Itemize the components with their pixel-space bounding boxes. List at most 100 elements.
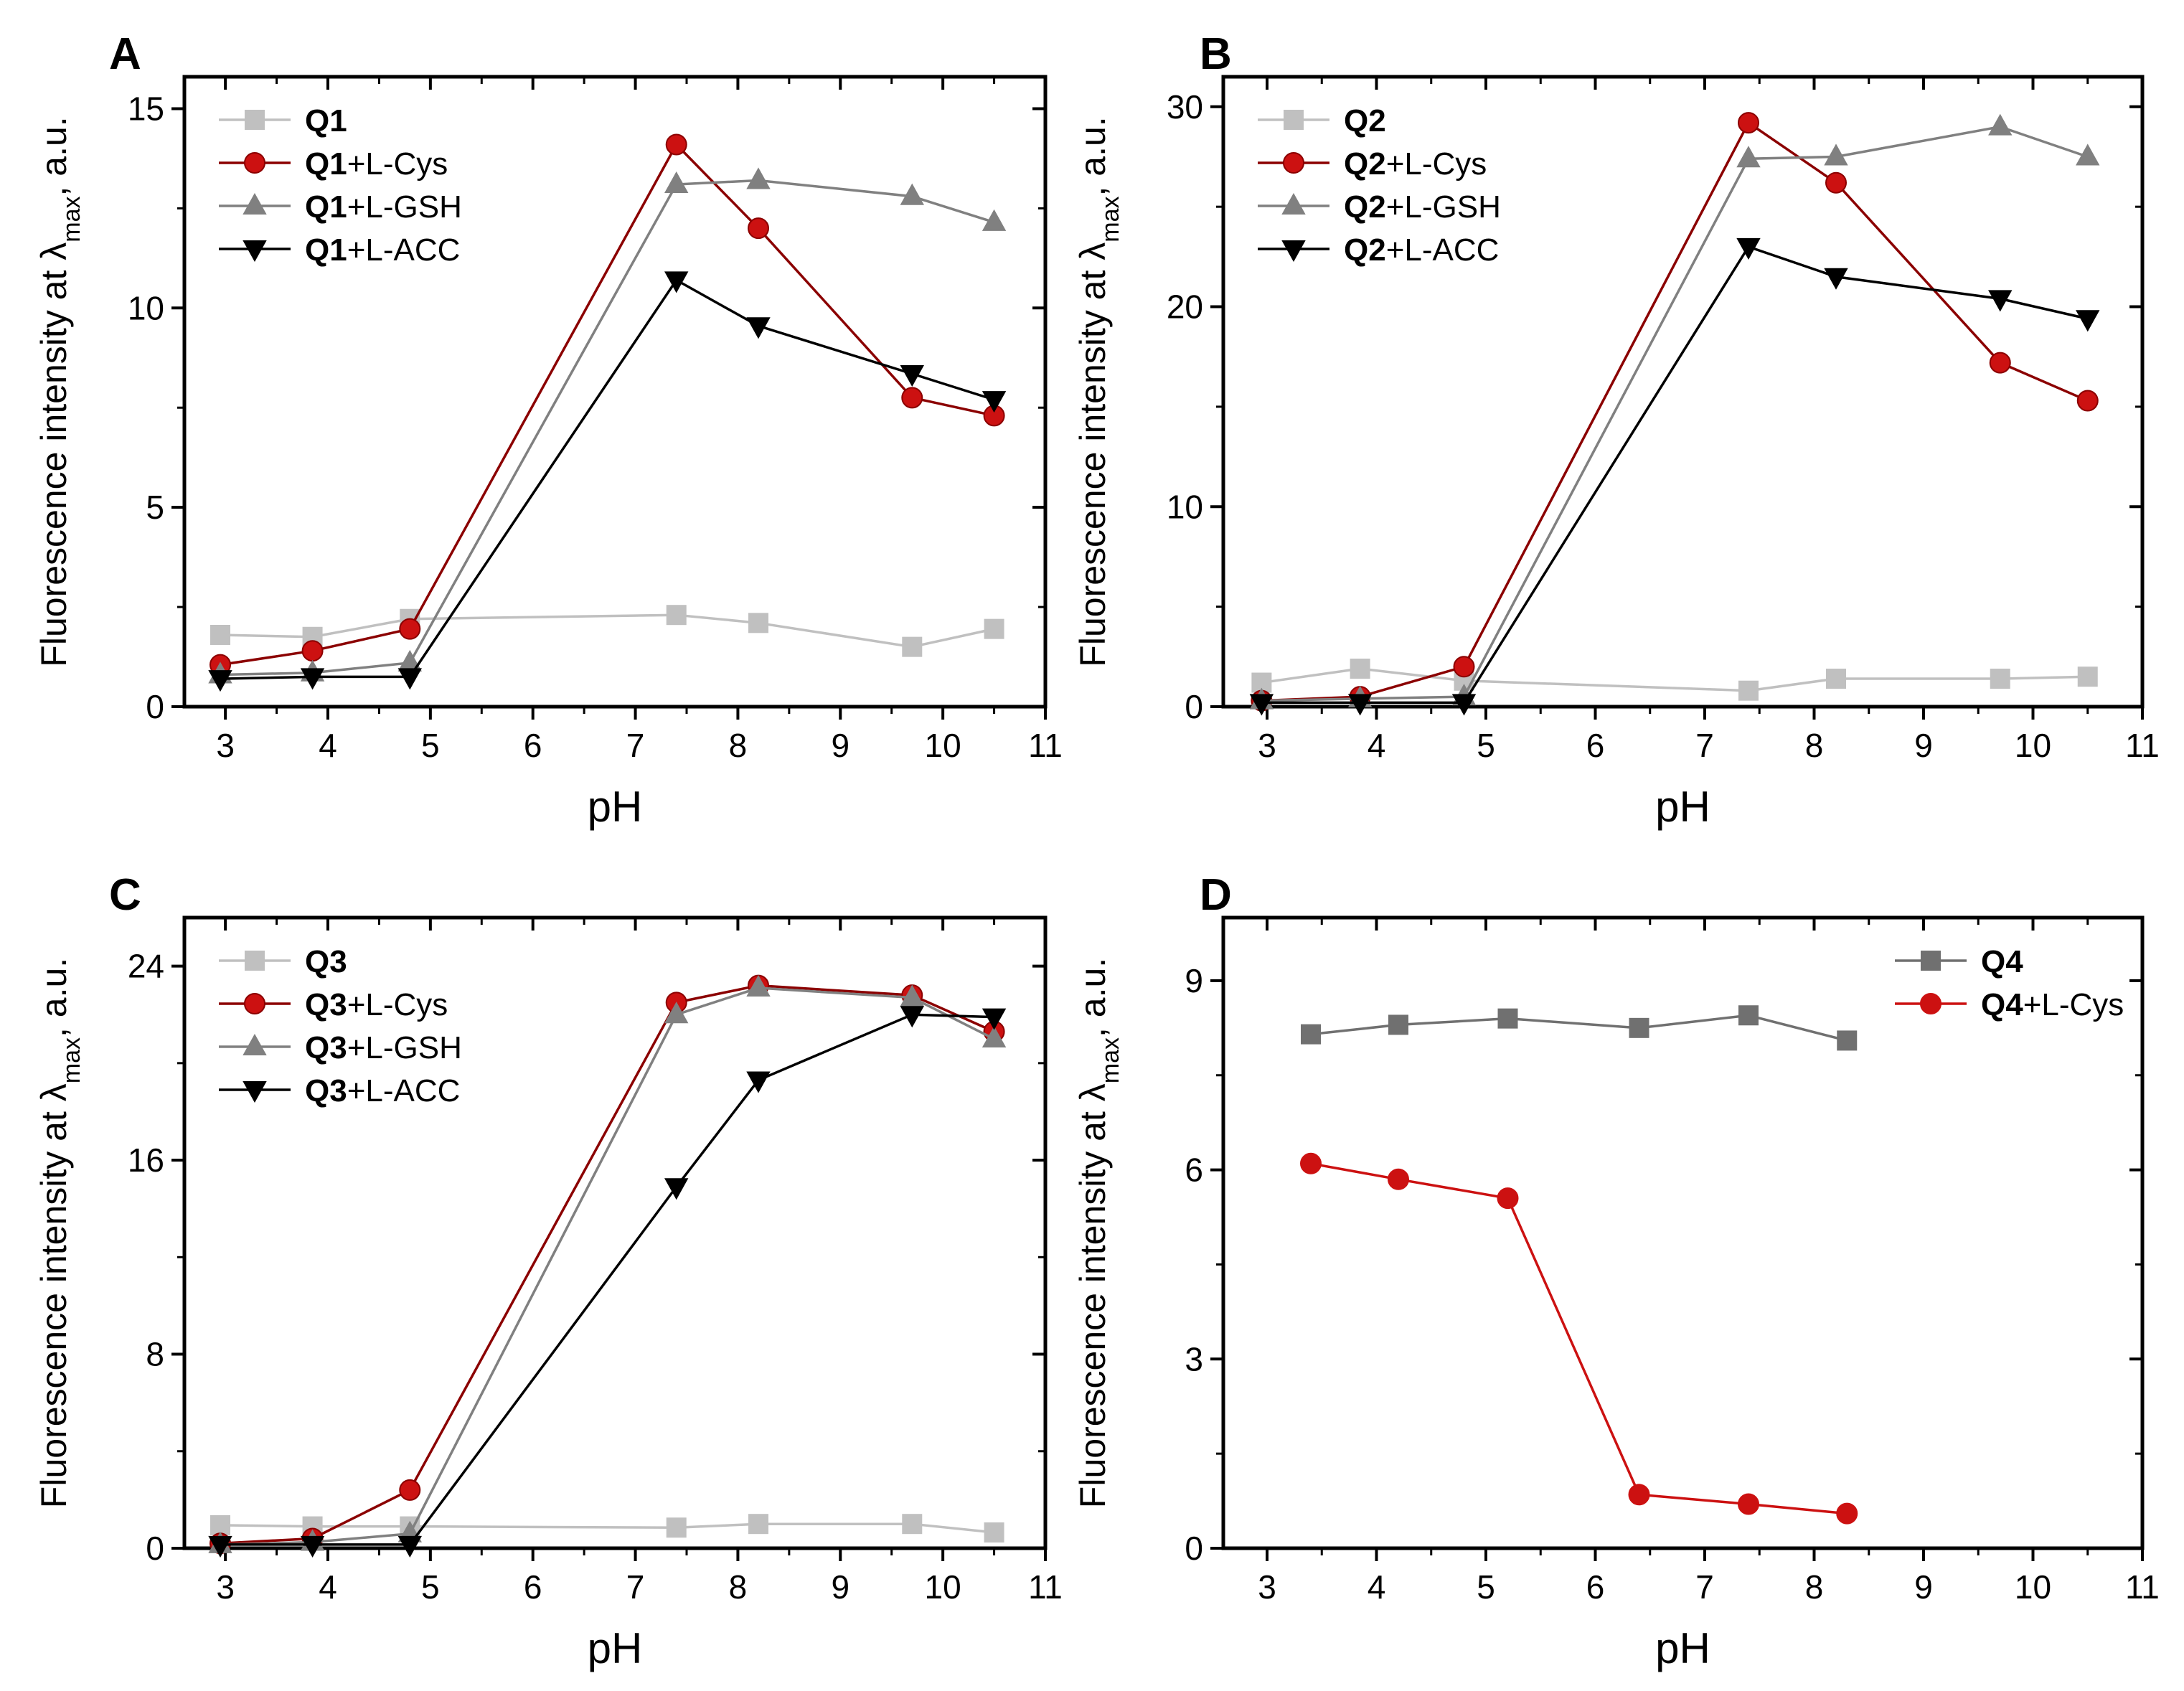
y-axis-title-suffix: , a.u. bbox=[1073, 958, 1113, 1037]
legend-label: Q4 bbox=[1981, 944, 2023, 979]
legend-item: Q2+L-Cys bbox=[1258, 146, 1487, 182]
panel-b: B 3 4 5 6 7 8 9 10 11 0 10 20 30 pH Fluorescence intens… bbox=[1073, 29, 2160, 831]
data-point bbox=[982, 1008, 1007, 1030]
data-point bbox=[1736, 237, 1761, 260]
legend-label-bold: Q4 bbox=[1981, 944, 2023, 979]
legend-marker bbox=[243, 192, 267, 215]
legend-label: Q2 bbox=[1344, 103, 1386, 138]
legend-label-rest: +L-Cys bbox=[2023, 987, 2124, 1022]
legend-label-bold: Q2 bbox=[1344, 146, 1386, 182]
y-tick-label: 0 bbox=[1185, 1530, 1203, 1567]
y-axis-title: Fluorescence intensity at λmax, a.u. bbox=[1073, 116, 1124, 666]
x-axis-title: pH bbox=[1655, 783, 1710, 831]
y-tick-label: 8 bbox=[146, 1336, 164, 1373]
data-point bbox=[1451, 694, 1477, 716]
x-tick-label: 3 bbox=[216, 727, 235, 764]
y-tick-label: 3 bbox=[1185, 1340, 1203, 1377]
data-point bbox=[1738, 112, 1759, 134]
x-tick-label: 11 bbox=[1028, 727, 1063, 764]
series-line bbox=[220, 984, 995, 1545]
x-tick-label: 8 bbox=[1805, 727, 1824, 764]
x-axis-title: pH bbox=[1655, 1624, 1710, 1672]
data-point bbox=[746, 167, 771, 189]
legend-marker bbox=[1920, 993, 1941, 1014]
y-axis-title-main: Fluorescence intensity at λ bbox=[34, 242, 74, 667]
data-point bbox=[902, 636, 923, 657]
legend-label: Q3+L-Cys bbox=[305, 987, 448, 1022]
legend-marker bbox=[244, 993, 265, 1014]
x-tick-label: 10 bbox=[925, 1568, 961, 1606]
y-axis-title-suffix: , a.u. bbox=[34, 116, 74, 196]
data-point bbox=[1825, 171, 1847, 194]
data-point bbox=[1300, 1152, 1322, 1174]
legend-label-bold: Q1 bbox=[305, 146, 347, 182]
data-point bbox=[300, 668, 325, 690]
legend-item: Q1+L-ACC bbox=[219, 232, 460, 268]
legend-item: Q3+L-Cys bbox=[219, 987, 448, 1022]
y-tick-label: 10 bbox=[128, 289, 164, 326]
legend-marker bbox=[243, 1081, 267, 1103]
data-point bbox=[748, 1514, 768, 1535]
legend-item: Q1+L-Cys bbox=[219, 146, 448, 182]
legend-label-bold: Q1 bbox=[305, 103, 347, 138]
x-tick-label: 11 bbox=[2125, 727, 2160, 764]
series-line bbox=[220, 986, 995, 1546]
legend: Q4 Q4+L-Cys bbox=[1895, 944, 2124, 1022]
panel-c: C 3 4 5 6 7 8 9 10 11 0 8 16 24 pH Fluorescence intensi… bbox=[34, 870, 1063, 1672]
legend-label-bold: Q3 bbox=[305, 1073, 347, 1108]
series-line bbox=[1261, 245, 2089, 705]
data-point bbox=[901, 387, 923, 409]
data-point bbox=[984, 618, 1004, 639]
legend-item: Q1+L-GSH bbox=[219, 189, 462, 225]
y-axis-title-main: Fluorescence intensity at λ bbox=[1073, 1083, 1113, 1508]
series-q2 bbox=[1251, 659, 2098, 701]
plot-frame bbox=[182, 915, 1048, 1550]
x-tick-label: 7 bbox=[626, 1568, 645, 1606]
data-point bbox=[664, 171, 689, 194]
data-point bbox=[2076, 310, 2100, 332]
series-q3-l-acc bbox=[208, 1006, 1007, 1558]
data-point bbox=[1988, 290, 2013, 312]
data-point bbox=[1990, 668, 2010, 689]
y-axis-title-suffix: , a.u. bbox=[1073, 116, 1113, 196]
y-axis-title: Fluorescence intensity at λmax, a.u. bbox=[34, 958, 85, 1508]
x-tick-label: 4 bbox=[1368, 727, 1386, 764]
legend-item: Q2 bbox=[1258, 103, 1386, 138]
data-point bbox=[1301, 1024, 1321, 1045]
x-tick-label: 8 bbox=[729, 727, 748, 764]
data-point bbox=[746, 974, 771, 997]
legend-marker bbox=[243, 1033, 267, 1055]
data-point bbox=[397, 668, 422, 690]
legend-label: Q3+L-ACC bbox=[305, 1073, 460, 1108]
data-point bbox=[1388, 1168, 1409, 1190]
data-point bbox=[665, 133, 687, 156]
legend-item: Q1 bbox=[219, 103, 347, 138]
x-tick-label: 8 bbox=[1805, 1568, 1824, 1606]
data-point bbox=[208, 1535, 232, 1558]
x-tick-label: 7 bbox=[1695, 1568, 1714, 1606]
data-point bbox=[1836, 1502, 1858, 1525]
y-axis-title-sub: max bbox=[58, 1037, 85, 1083]
y-tick-label: 10 bbox=[1167, 488, 1203, 525]
x-tick-label: 7 bbox=[1695, 727, 1714, 764]
panel-a: A 3 4 5 6 7 8 9 10 11 0 5 10 15 pH Fluorescence intensi… bbox=[34, 29, 1063, 831]
legend-label-bold: Q2 bbox=[1344, 232, 1386, 268]
legend-marker bbox=[1281, 240, 1306, 263]
legend-item: Q2+L-ACC bbox=[1258, 232, 1499, 268]
data-point bbox=[1736, 146, 1761, 168]
legend-item: Q3+L-ACC bbox=[219, 1073, 460, 1108]
data-point bbox=[2077, 666, 2098, 687]
legend-label-bold: Q3 bbox=[305, 987, 347, 1022]
legend-label-bold: Q4 bbox=[1981, 987, 2023, 1022]
data-point bbox=[984, 1522, 1004, 1543]
plot-frame bbox=[1221, 915, 2145, 1550]
series-line bbox=[1310, 1014, 1848, 1042]
x-tick-label: 9 bbox=[1914, 727, 1933, 764]
x-tick-label: 4 bbox=[1368, 1568, 1386, 1606]
legend-marker bbox=[1283, 152, 1304, 174]
data-point bbox=[746, 317, 771, 339]
data-point bbox=[1350, 659, 1370, 679]
series-line bbox=[1310, 1162, 1848, 1515]
